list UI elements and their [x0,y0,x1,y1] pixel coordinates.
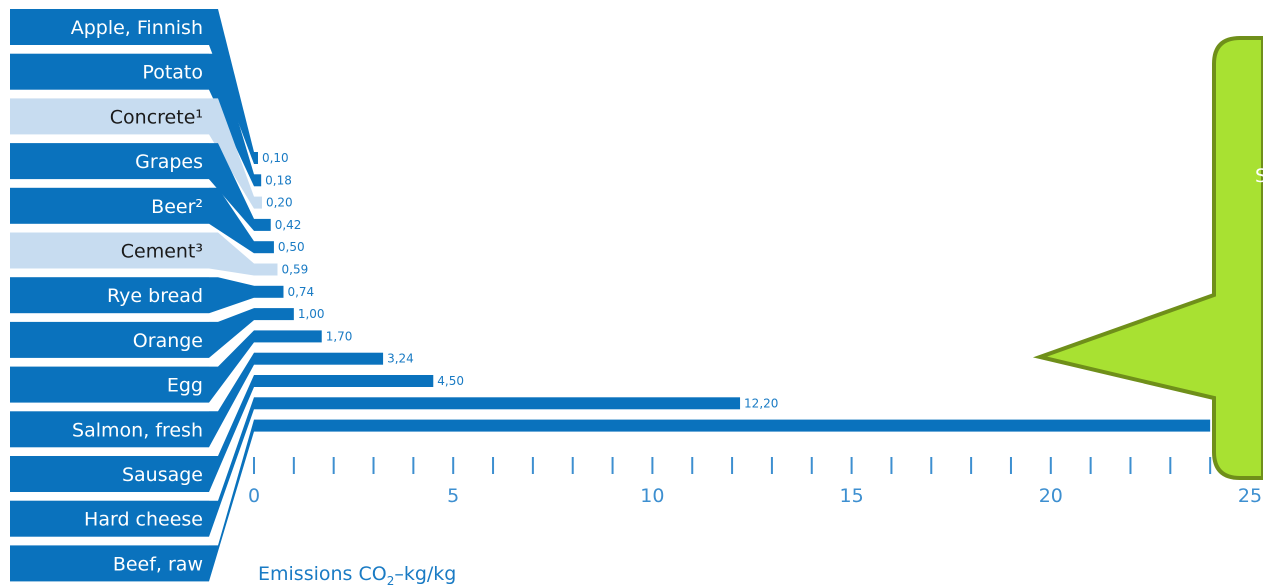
callout-shape [1032,36,1263,480]
value-label: 3,24 [387,352,414,366]
bar [254,397,741,410]
bar [254,419,1211,432]
category-label: Orange [133,330,203,352]
category-label: Apple, Finnish [71,17,203,39]
value-label: 0,50 [278,240,305,254]
bar [254,285,284,298]
category-label: Rye bread [107,285,203,307]
label-connector [209,308,254,358]
category-label: Salmon, fresh [72,419,203,441]
category-label-box [10,366,209,403]
category-label-box [10,321,209,358]
bars: 0,10 0,18 0,20 0,42 0,50 0,59 0,74 1,001,70 3,24… [254,151,1222,433]
bar [254,152,258,164]
callout-text: S [1255,165,1263,187]
x-axis-title: Emissions CO2–kg/kg [258,563,456,588]
bar [254,375,434,387]
bar [254,196,262,209]
callout-bubble: S [1032,36,1263,480]
category-label-box [10,232,209,269]
value-label: 0,42 [275,218,302,232]
value-label: 1,70 [326,329,353,343]
x-axis: 0 5 10 15 20 25 [248,457,1262,507]
label-connector [209,53,254,187]
label-connector [209,98,254,209]
label-connector [209,9,254,164]
bar [254,174,262,187]
bar [254,308,294,321]
value-label: 0,74 [287,285,314,299]
x-axis-title-unit: –kg/kg [394,563,456,585]
value-label: 1,00 [298,307,325,321]
value-label: 4,50 [437,374,464,388]
category-label: Beer² [151,196,203,218]
value-label: 12,20 [744,396,778,410]
category-label: Potato [142,62,203,84]
bar [254,352,384,365]
category-label-box [10,411,209,448]
category-label: Beef, raw [113,553,203,575]
category-label-box [10,143,209,180]
bar [254,263,278,276]
label-connector [209,375,254,492]
bar [254,241,274,254]
label-connector [209,330,254,403]
label-connector [209,352,254,448]
category-label-box [10,53,209,90]
category-label: Grapes [135,151,203,173]
category-label-box [10,187,209,224]
x-axis-title-subscript: 2 [387,574,395,588]
label-connector [209,419,254,582]
category-label-box [10,9,209,45]
category-label-box [10,98,209,135]
bar [254,330,322,343]
category-label: Cement³ [121,241,203,263]
bar [254,218,271,231]
label-connector [209,187,254,254]
value-label: 0,18 [265,173,292,187]
value-label: 0,59 [282,263,309,277]
category-label: Sausage [122,464,203,486]
label-connector [209,143,254,231]
x-tick-label: 10 [640,485,664,507]
category-label: Egg [167,375,203,397]
x-axis-title-main: Emissions CO [258,563,387,585]
label-connector [209,397,254,537]
category-labels: Apple, Finnish Potato Concrete¹ Grapes Beer²… [10,9,209,582]
x-tick-label: 20 [1039,485,1063,507]
x-tick-label: 15 [840,485,864,507]
category-label-box [10,500,209,537]
label-connectors [209,9,254,582]
x-tick-label: 0 [248,485,260,507]
category-label-box [10,456,209,492]
x-tick-label: 25 [1238,485,1262,507]
category-label: Hard cheese [84,509,203,531]
value-label: 0,20 [266,196,293,210]
label-connector [209,232,254,276]
label-connector [209,277,254,314]
x-tick-label: 5 [447,485,459,507]
category-label: Concrete¹ [110,106,203,128]
category-label-box [10,545,209,582]
value-label: 0,10 [262,151,289,165]
category-label-box [10,277,209,314]
